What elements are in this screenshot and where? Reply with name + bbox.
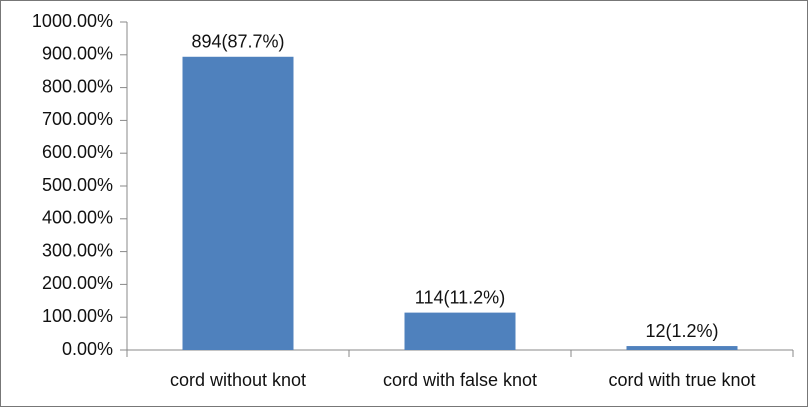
bar [404, 312, 516, 350]
x-tick-label: cord without knot [170, 370, 306, 390]
y-tick-label: 300.00% [42, 240, 113, 260]
y-tick-label: 700.00% [42, 109, 113, 129]
bar [182, 56, 294, 350]
y-tick-label: 400.00% [42, 208, 113, 228]
value-label: 114(11.2%) [415, 287, 505, 307]
value-label: 12(1.2%) [645, 321, 718, 341]
x-tick-label: cord with true knot [608, 370, 755, 390]
y-tick-label: 500.00% [42, 175, 113, 195]
y-tick-label: 900.00% [42, 44, 113, 64]
y-tick-label: 100.00% [42, 306, 113, 326]
y-tick-label: 1000.00% [32, 11, 113, 31]
y-tick-label: 0.00% [62, 339, 113, 359]
bar [626, 346, 738, 350]
x-tick-label: cord with false knot [383, 370, 537, 390]
y-tick-label: 600.00% [42, 142, 113, 162]
y-tick-label: 200.00% [42, 273, 113, 293]
y-tick-label: 800.00% [42, 76, 113, 96]
value-label: 894(87.7%) [191, 32, 284, 52]
